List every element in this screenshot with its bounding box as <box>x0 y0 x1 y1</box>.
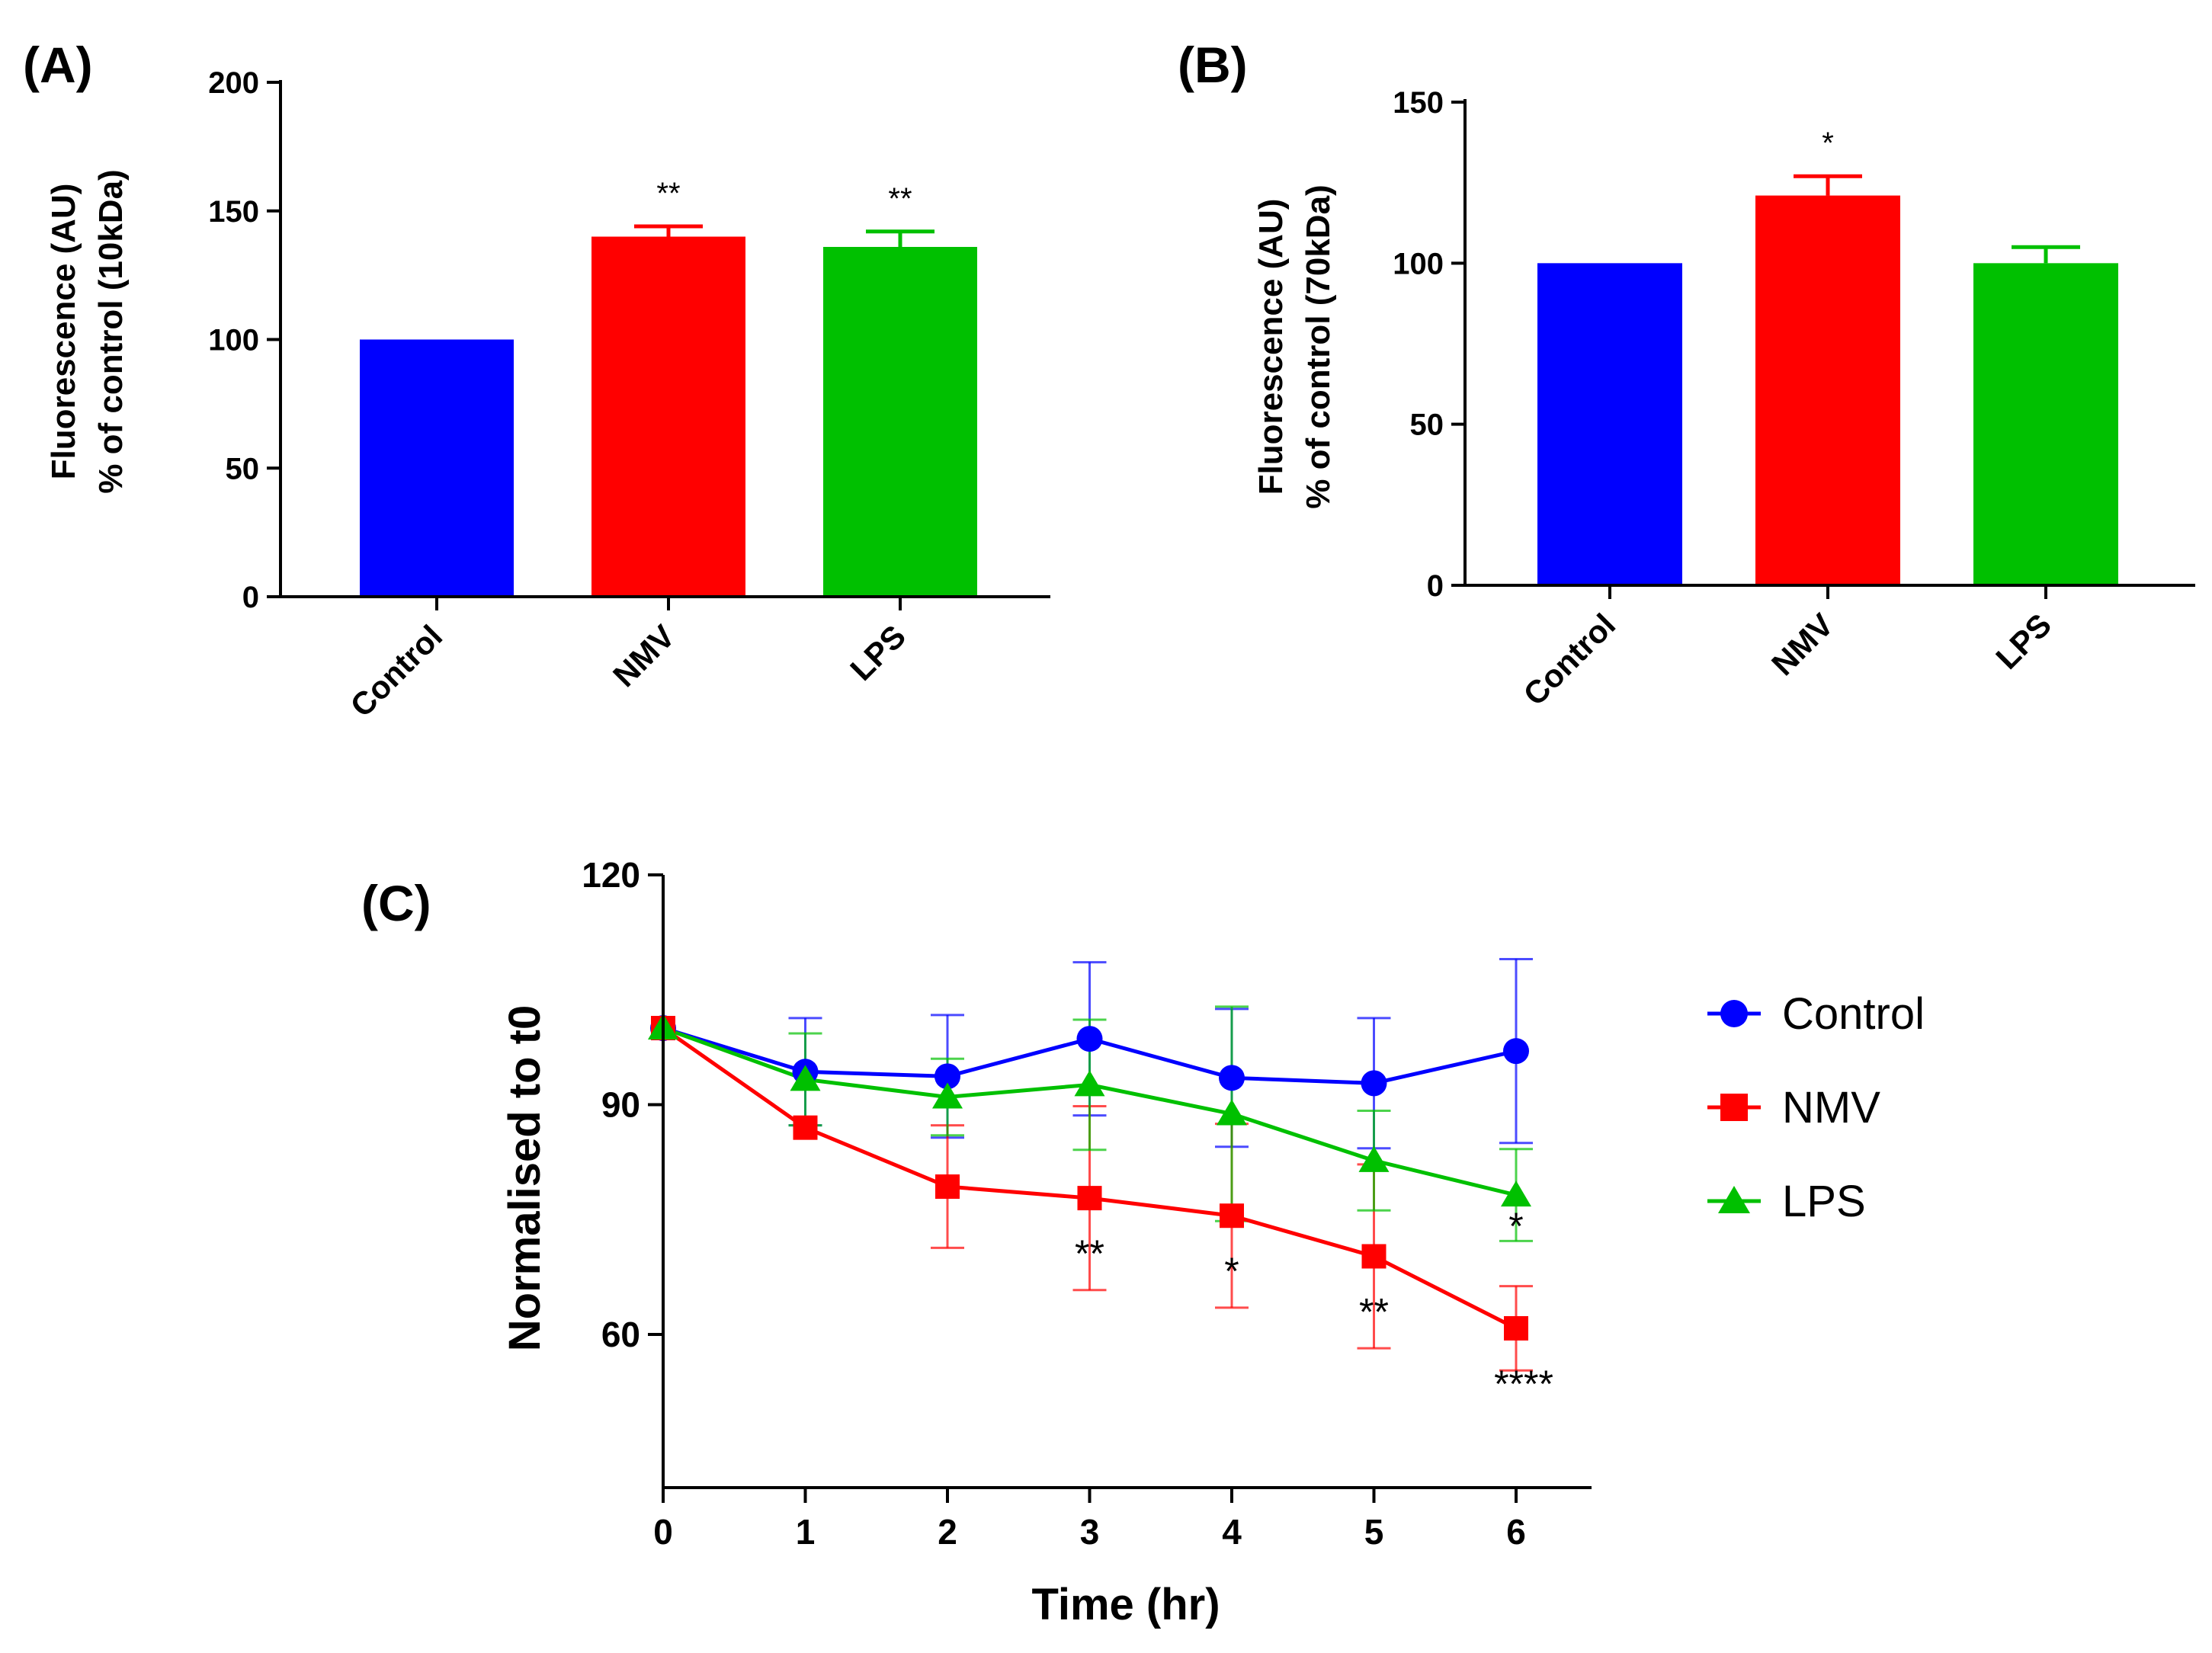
c-xtick-label: 5 <box>1364 1512 1384 1552</box>
a-bar-lps <box>823 247 977 597</box>
panel-b: (B) Fluorescence (AU) % of control (70kD… <box>1178 37 2195 713</box>
panel-b-ylabel-line2: % of control (70kDa) <box>1300 184 1337 508</box>
panel-b-cat-control: Control <box>1516 607 1622 713</box>
legend-control-label: Control <box>1782 989 1925 1039</box>
c-sig-nmv: * <box>1224 1250 1239 1293</box>
legend-nmv-label: NMV <box>1782 1083 1880 1132</box>
c-point-control <box>1503 1038 1529 1065</box>
c-point-nmv <box>1220 1203 1244 1229</box>
c-ytick-label: 120 <box>582 855 640 895</box>
c-point-lps <box>1358 1145 1390 1172</box>
b-bar-control <box>1537 263 1682 585</box>
a-ytick-label: 0 <box>242 581 259 614</box>
c-point-lps <box>790 1065 821 1091</box>
a-ytick-label: 200 <box>208 66 259 100</box>
a-bar-nmv <box>591 236 745 597</box>
legend-nmv-marker <box>1720 1094 1748 1121</box>
c-ytick-label: 90 <box>601 1085 640 1125</box>
a-bar-control <box>360 339 514 597</box>
panel-b-cat-nmv: NMV <box>1765 607 1840 682</box>
a-ytick-label: 150 <box>208 195 259 229</box>
b-ytick-label: 100 <box>1393 247 1444 280</box>
c-point-lps <box>1074 1070 1105 1097</box>
a-ytick-label: 100 <box>208 324 259 357</box>
c-sig-lps: * <box>1508 1205 1523 1248</box>
c-point-nmv <box>1504 1315 1528 1341</box>
legend-control-marker <box>1720 1000 1748 1027</box>
b-sig-nmv: * <box>1822 127 1834 160</box>
c-xtick-label: 2 <box>938 1512 957 1552</box>
a-sig-lps: ** <box>888 182 912 216</box>
panel-c-xlabel: Time (hr) <box>1031 1580 1220 1629</box>
b-bar-nmv <box>1755 195 1900 585</box>
panel-a-cat-lps: LPS <box>843 618 912 687</box>
a-ytick-label: 50 <box>226 452 260 485</box>
panel-a-cat-control: Control <box>343 618 449 724</box>
legend-lps-label: LPS <box>1782 1177 1866 1226</box>
c-point-lps <box>1501 1180 1531 1207</box>
c-point-lps <box>1217 1099 1247 1126</box>
panel-c-ylabel: Normalised to t0 <box>500 1005 550 1351</box>
c-point-nmv <box>1077 1186 1102 1211</box>
c-point-nmv <box>1361 1244 1387 1269</box>
c-sig-nmv: ** <box>1075 1232 1104 1275</box>
c-sig-nmv: **** <box>1494 1363 1553 1405</box>
legend: Control NMV LPS <box>1707 989 1925 1226</box>
c-point-control <box>934 1063 960 1090</box>
panel-c-label: (C) <box>361 875 431 931</box>
c-xtick-label: 1 <box>796 1512 816 1552</box>
legend-lps-marker <box>1718 1186 1750 1213</box>
panel-a-ylabel-line2: % of control (10kDa) <box>92 169 130 493</box>
panel-b-ylabel-line1: Fluorescence (AU) <box>1252 199 1290 495</box>
b-bar-lps <box>1973 263 2118 585</box>
c-ytick-label: 60 <box>601 1315 640 1354</box>
c-xtick-label: 4 <box>1222 1512 1242 1552</box>
c-point-control <box>1076 1026 1103 1052</box>
c-point-nmv <box>793 1115 818 1140</box>
b-ytick-label: 0 <box>1427 569 1444 603</box>
c-xtick-label: 6 <box>1506 1512 1526 1552</box>
panel-b-label: (B) <box>1178 37 1248 93</box>
panel-a-label: (A) <box>23 37 93 93</box>
panel-a-cat-nmv: NMV <box>606 618 681 694</box>
c-point-control <box>1361 1070 1387 1097</box>
c-xtick-label: 3 <box>1080 1512 1100 1552</box>
b-ytick-label: 150 <box>1393 86 1444 120</box>
c-point-nmv <box>935 1174 960 1200</box>
panel-a-ylabel-line1: Fluorescence (AU) <box>45 184 82 480</box>
b-ytick-label: 50 <box>1410 408 1444 442</box>
a-sig-nmv: ** <box>656 177 680 210</box>
panel-a: (A) Fluorescence (AU) % of control (10kD… <box>23 37 1050 724</box>
c-sig-nmv: ** <box>1359 1290 1389 1333</box>
c-xtick-label: 0 <box>653 1512 673 1552</box>
panel-b-cat-lps: LPS <box>1989 607 2058 676</box>
c-point-control <box>1219 1065 1245 1091</box>
c-point-lps <box>932 1082 963 1109</box>
